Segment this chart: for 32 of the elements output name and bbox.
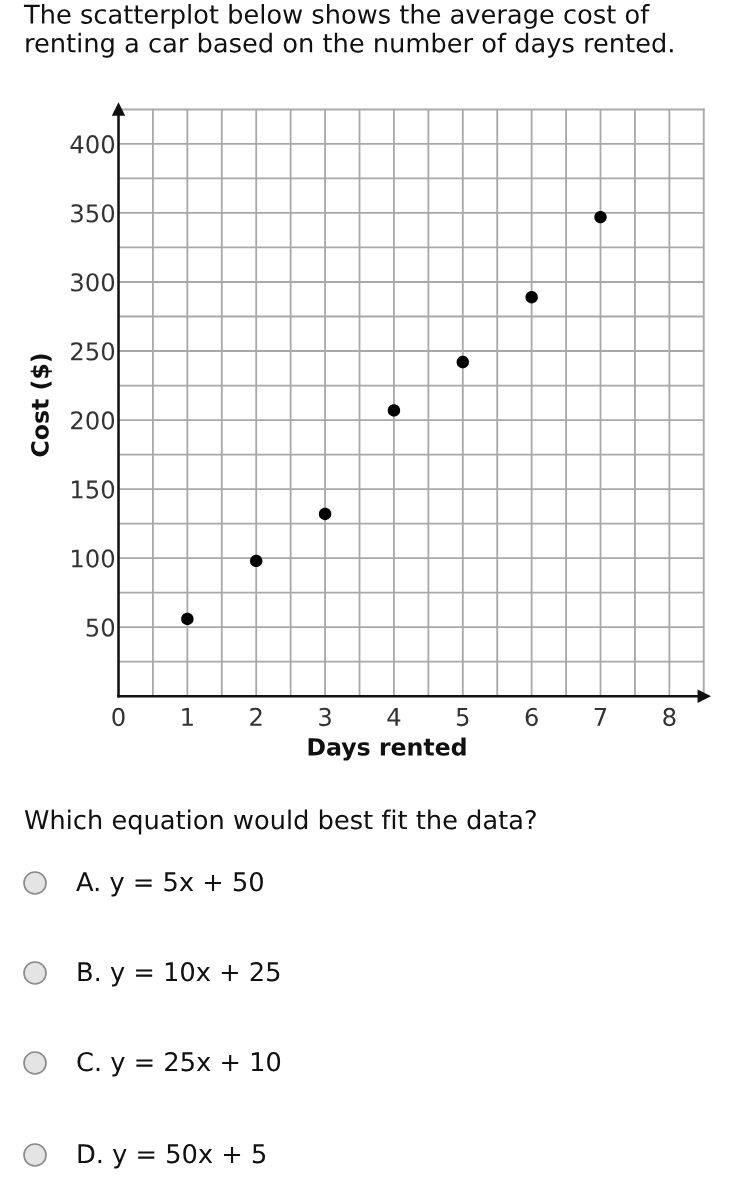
y-tick-label: 50 bbox=[86, 618, 115, 637]
point bbox=[318, 507, 332, 521]
point bbox=[387, 404, 401, 417]
x-tick-label: 1 bbox=[182, 708, 193, 726]
y-tick-label: 250 bbox=[71, 342, 115, 361]
point bbox=[525, 290, 538, 304]
x-axis-title: Days rented bbox=[308, 737, 466, 761]
point bbox=[181, 612, 194, 626]
point bbox=[250, 554, 263, 568]
text: A. y = 5x + 50 bbox=[76, 872, 263, 897]
x-tick-label: 0 bbox=[112, 707, 125, 727]
y-tick-label: 200 bbox=[71, 411, 115, 430]
y-axis-title: Cost ($) bbox=[30, 354, 52, 457]
x-tick-label: 2 bbox=[250, 707, 262, 726]
y-tick-label: 400 bbox=[70, 135, 115, 154]
x-tick-label: 3 bbox=[319, 707, 331, 727]
x-tick-label: 4 bbox=[387, 708, 401, 726]
x-tick-label: 5 bbox=[456, 708, 469, 727]
x-tick-label: 6 bbox=[525, 707, 538, 727]
text: B. y = 10x + 25 bbox=[78, 962, 280, 987]
x-tick-label: 8 bbox=[663, 707, 676, 727]
point bbox=[594, 210, 607, 224]
text: C. y = 25x + 10 bbox=[77, 1052, 281, 1077]
text: Which equation would best fit the data? bbox=[24, 809, 536, 835]
y-tick-label: 150 bbox=[72, 480, 115, 499]
y-tick-label: 300 bbox=[71, 273, 115, 292]
y-tick-label: 350 bbox=[71, 204, 115, 223]
chart-title: The scatterplot below shows the average cost of renting a car based on the number of days rented. bbox=[23, 4, 673, 58]
point bbox=[456, 355, 470, 369]
y-tick-label: 100 bbox=[72, 549, 115, 568]
x-tick-label: 7 bbox=[594, 708, 607, 726]
text: D. y = 50x + 5 bbox=[78, 1144, 266, 1169]
